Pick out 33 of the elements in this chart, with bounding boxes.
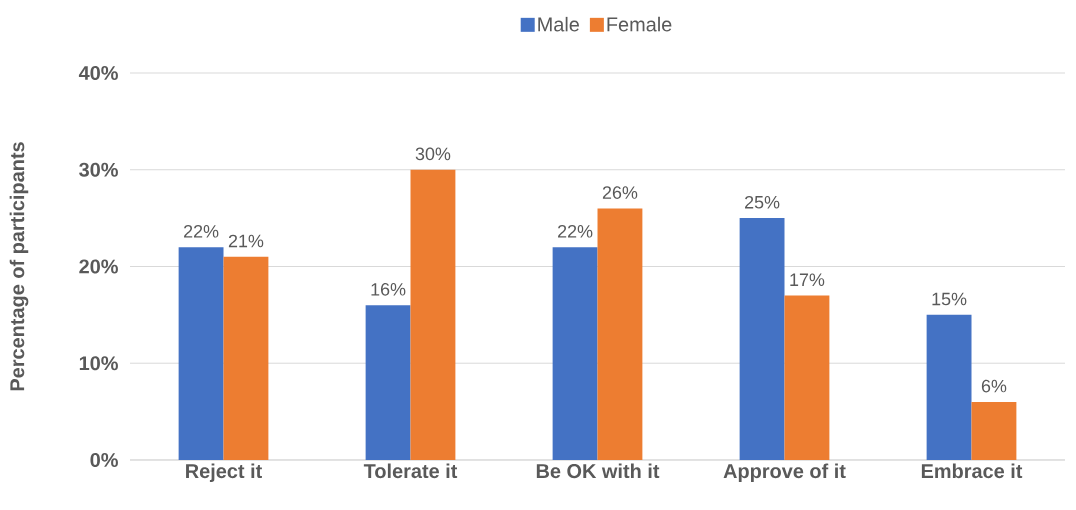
x-tick-label: Embrace it — [921, 463, 1023, 479]
data-label: 17% — [790, 273, 825, 286]
data-label: 6% — [981, 379, 1007, 393]
bar — [597, 208, 643, 460]
data-label: 22% — [184, 224, 219, 238]
bar — [410, 169, 456, 460]
data-label: 16% — [371, 282, 406, 296]
legend-label: Female — [607, 16, 672, 32]
y-tick-label: 20% — [79, 259, 118, 274]
y-tick-label: 10% — [79, 356, 118, 371]
legend-label: Male — [538, 16, 579, 32]
bar — [739, 218, 785, 460]
data-label: 30% — [415, 147, 451, 161]
data-label: 22% — [558, 224, 593, 238]
bar — [365, 305, 411, 460]
bar — [223, 256, 269, 460]
bar — [178, 247, 224, 460]
bar — [926, 314, 972, 460]
y-axis-title: Percentage of participants — [9, 142, 29, 391]
data-label: 25% — [745, 195, 780, 209]
y-tick-label: 0% — [90, 452, 118, 468]
data-label: 15% — [932, 292, 967, 306]
y-tick-label: 30% — [79, 162, 118, 177]
x-tick-label: Tolerate it — [363, 463, 458, 479]
bar — [552, 247, 598, 460]
data-label: 21% — [228, 234, 264, 248]
x-tick-label: Approve of it — [723, 463, 846, 483]
bar — [784, 295, 830, 460]
x-tick-label: Be OK with it — [536, 463, 660, 479]
y-tick-label: 40% — [78, 65, 118, 81]
bar — [971, 401, 1017, 460]
x-tick-label: Reject it — [186, 463, 262, 483]
data-label: 26% — [602, 186, 638, 199]
